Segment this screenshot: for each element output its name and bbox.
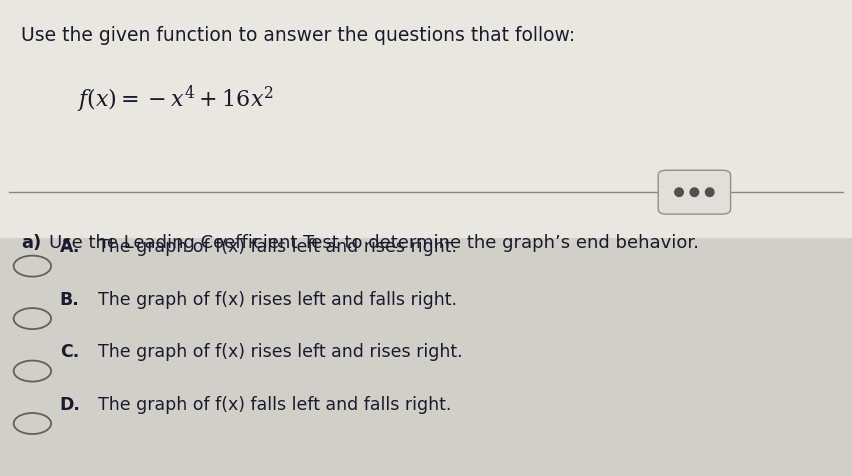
Ellipse shape: [705, 188, 714, 197]
Text: D.: D.: [60, 395, 81, 413]
Text: Use the Leading Coefficient Test to determine the graph’s end behavior.: Use the Leading Coefficient Test to dete…: [49, 233, 699, 251]
FancyBboxPatch shape: [658, 171, 730, 215]
Text: The graph of f(x) falls left and falls right.: The graph of f(x) falls left and falls r…: [98, 395, 452, 413]
Text: The graph of f(x) rises left and falls right.: The graph of f(x) rises left and falls r…: [98, 290, 457, 308]
Text: Use the given function to answer the questions that follow:: Use the given function to answer the que…: [21, 26, 576, 45]
Ellipse shape: [675, 188, 683, 197]
FancyBboxPatch shape: [0, 238, 852, 476]
Text: a): a): [21, 233, 42, 251]
Text: C.: C.: [60, 343, 79, 361]
Text: A.: A.: [60, 238, 80, 256]
Text: The graph of f(x) falls left and rises right.: The graph of f(x) falls left and rises r…: [98, 238, 457, 256]
Ellipse shape: [690, 188, 699, 197]
Text: $f(x)=-x^4+16x^2$: $f(x)=-x^4+16x^2$: [77, 83, 273, 115]
Text: B.: B.: [60, 290, 79, 308]
Text: The graph of f(x) rises left and rises right.: The graph of f(x) rises left and rises r…: [98, 343, 463, 361]
